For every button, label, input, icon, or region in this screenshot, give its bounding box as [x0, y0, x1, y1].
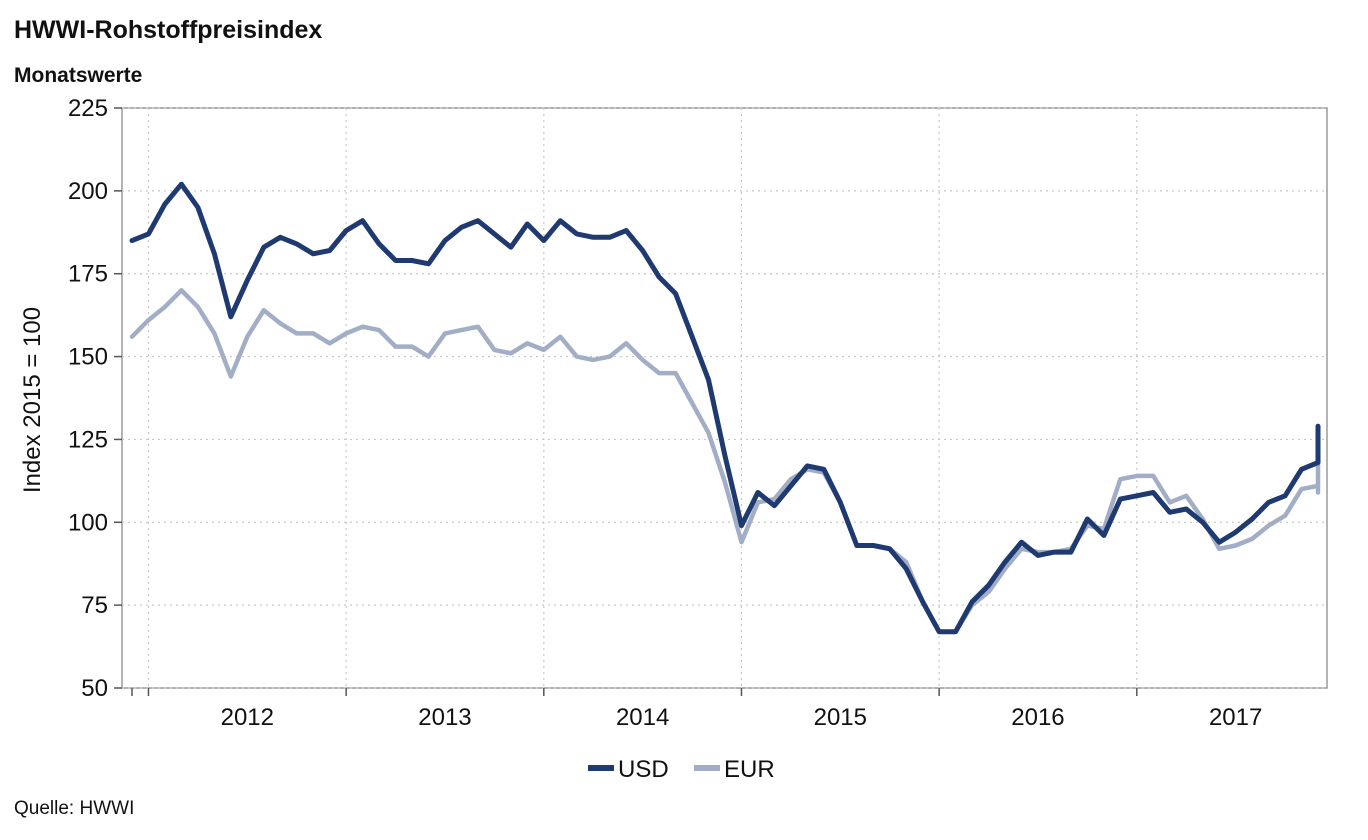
legend-label-usd: USD — [618, 756, 669, 783]
x-tick-label-2015: 2015 — [814, 704, 867, 731]
x-tick-label-2013: 2013 — [418, 704, 471, 731]
source-note: Quelle: HWWI — [14, 798, 135, 819]
grid-lines — [122, 107, 1327, 689]
chart-subtitle: Monatswerte — [14, 64, 143, 87]
y-tick-label: 225 — [68, 95, 108, 122]
x-tick-label-2012: 2012 — [221, 704, 274, 731]
series-lines — [129, 181, 1321, 635]
axis-ticks: 50 75 100 125 150 175 200 225 2012 2013 2014 2015 20… — [68, 95, 1262, 731]
legend-label-eur: EUR — [724, 756, 775, 783]
chart-title: HWWI-Rohstoffpreisindex — [14, 16, 323, 44]
y-tick-label: 50 — [81, 675, 108, 702]
x-tick-label-2016: 2016 — [1011, 704, 1064, 731]
y-tick-label: 100 — [68, 509, 108, 536]
y-tick-label: 150 — [68, 344, 108, 371]
series-line-usd — [129, 181, 1321, 635]
plot-frame — [121, 107, 1328, 689]
y-tick-label: 75 — [81, 592, 108, 619]
x-tick-label-2017: 2017 — [1209, 704, 1262, 731]
y-tick-label: 200 — [68, 178, 108, 205]
series-line-eur — [129, 288, 1321, 634]
y-tick-label: 125 — [68, 426, 108, 453]
y-tick-label: 175 — [68, 261, 108, 288]
legend: USD EUR — [588, 756, 775, 783]
x-tick-label-2014: 2014 — [616, 704, 669, 731]
y-axis-title: Index 2015 = 100 — [19, 307, 46, 493]
